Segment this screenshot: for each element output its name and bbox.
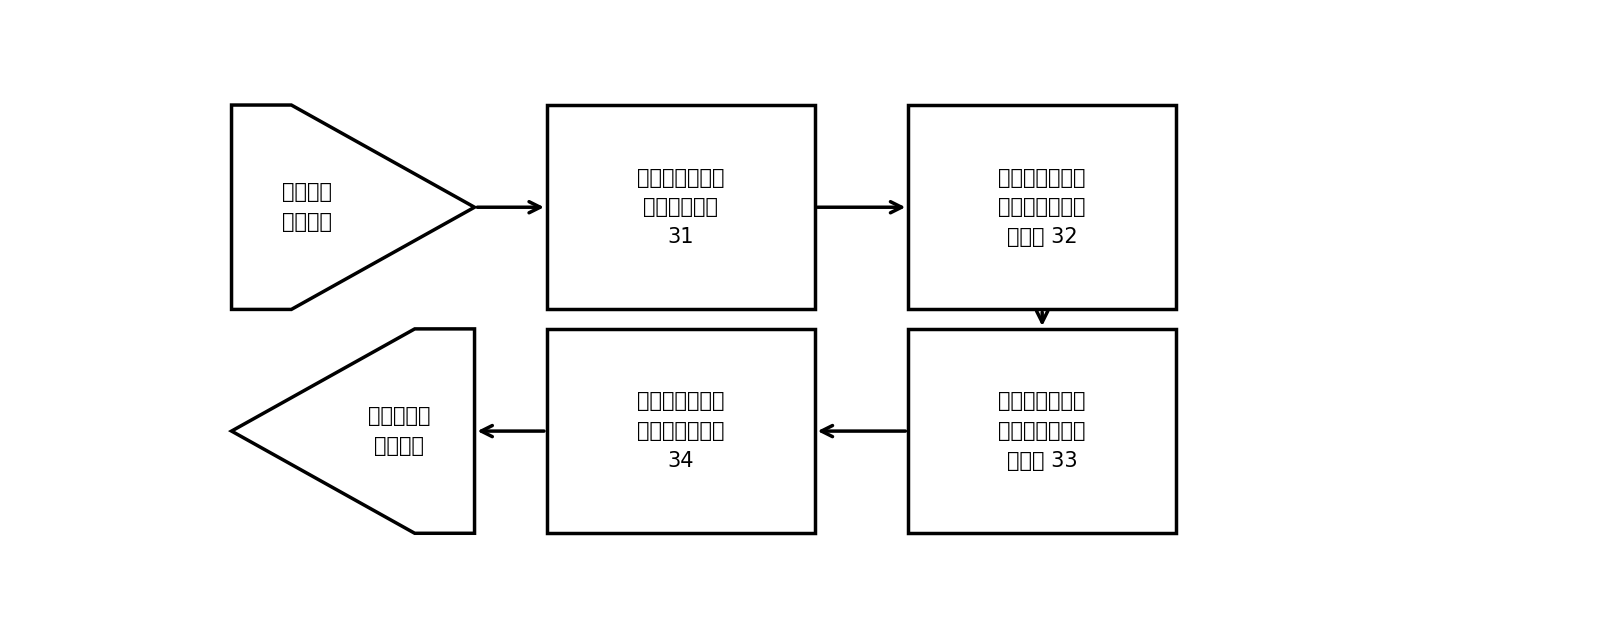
Text: 脉冲波形二次滤
波，深度消除噪
声干扰 33: 脉冲波形二次滤 波，深度消除噪 声干扰 33 [998, 391, 1085, 471]
Text: 脉冲波形一次滤
波，基本消除噪
声干扰 32: 脉冲波形一次滤 波，基本消除噪 声干扰 32 [998, 167, 1085, 247]
Polygon shape [231, 105, 474, 310]
Text: 预处理后的
脉冲信号: 预处理后的 脉冲信号 [368, 406, 429, 456]
Text: 索引到的
单个文件: 索引到的 单个文件 [283, 183, 333, 232]
Text: 波形阈值检波，
最大归一化处理
34: 波形阈值检波， 最大归一化处理 34 [636, 391, 725, 471]
Bar [908, 105, 1175, 310]
Polygon shape [231, 329, 474, 533]
Bar [546, 329, 815, 533]
Bar [546, 105, 815, 310]
Bar [908, 329, 1175, 533]
Text: 设置采样率、阈
值等系统参数
31: 设置采样率、阈 值等系统参数 31 [636, 167, 725, 247]
